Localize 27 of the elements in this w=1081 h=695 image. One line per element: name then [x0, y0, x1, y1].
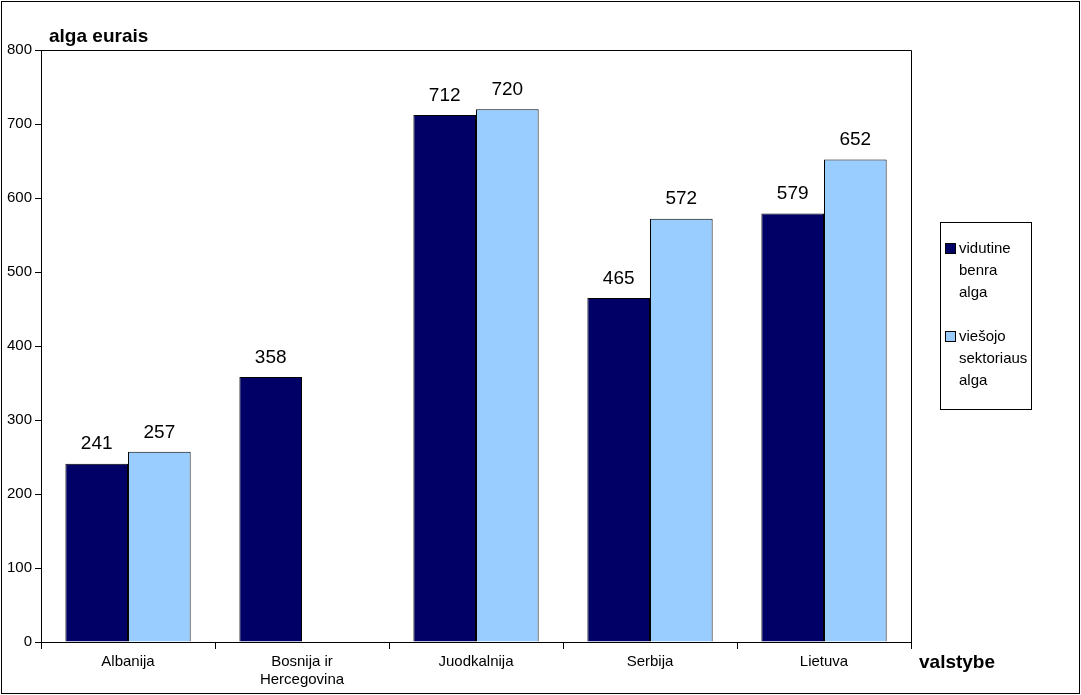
x-tick-label: Serbija: [626, 652, 675, 670]
legend-label: viešojo sektoriaus alga: [959, 326, 1028, 390]
x-tick-label: Lietuva: [799, 652, 849, 670]
data-label: 579: [776, 182, 809, 204]
y-tick-label: 600: [7, 188, 33, 206]
y-tick-label: 500: [7, 262, 33, 280]
x-tick-label: Juodkalnija: [438, 652, 515, 670]
x-tick-label: Bosnija ir Hercegovina: [259, 652, 345, 688]
y-axis-title: alga eurais: [49, 24, 149, 46]
data-label: 257: [143, 420, 176, 442]
x-axis-title: valstybe: [919, 651, 996, 673]
y-tick-label: 0: [23, 632, 33, 650]
data-label: 572: [665, 187, 698, 209]
data-label: 652: [839, 128, 872, 150]
legend-label: vidutine benra alga: [959, 238, 1012, 302]
data-label: 712: [428, 83, 461, 105]
data-label: 241: [80, 432, 113, 454]
y-tick-label: 200: [7, 484, 33, 502]
data-label: 358: [254, 345, 287, 367]
y-tick-label: 700: [7, 114, 33, 132]
y-tick-label: 400: [7, 336, 33, 354]
x-tick-label: Albanija: [101, 652, 156, 670]
y-tick-label: 300: [7, 410, 33, 428]
y-tick-label: 100: [7, 558, 33, 576]
y-tick-label: 800: [7, 40, 33, 58]
data-label: 720: [491, 77, 524, 99]
data-label: 465: [602, 266, 635, 288]
